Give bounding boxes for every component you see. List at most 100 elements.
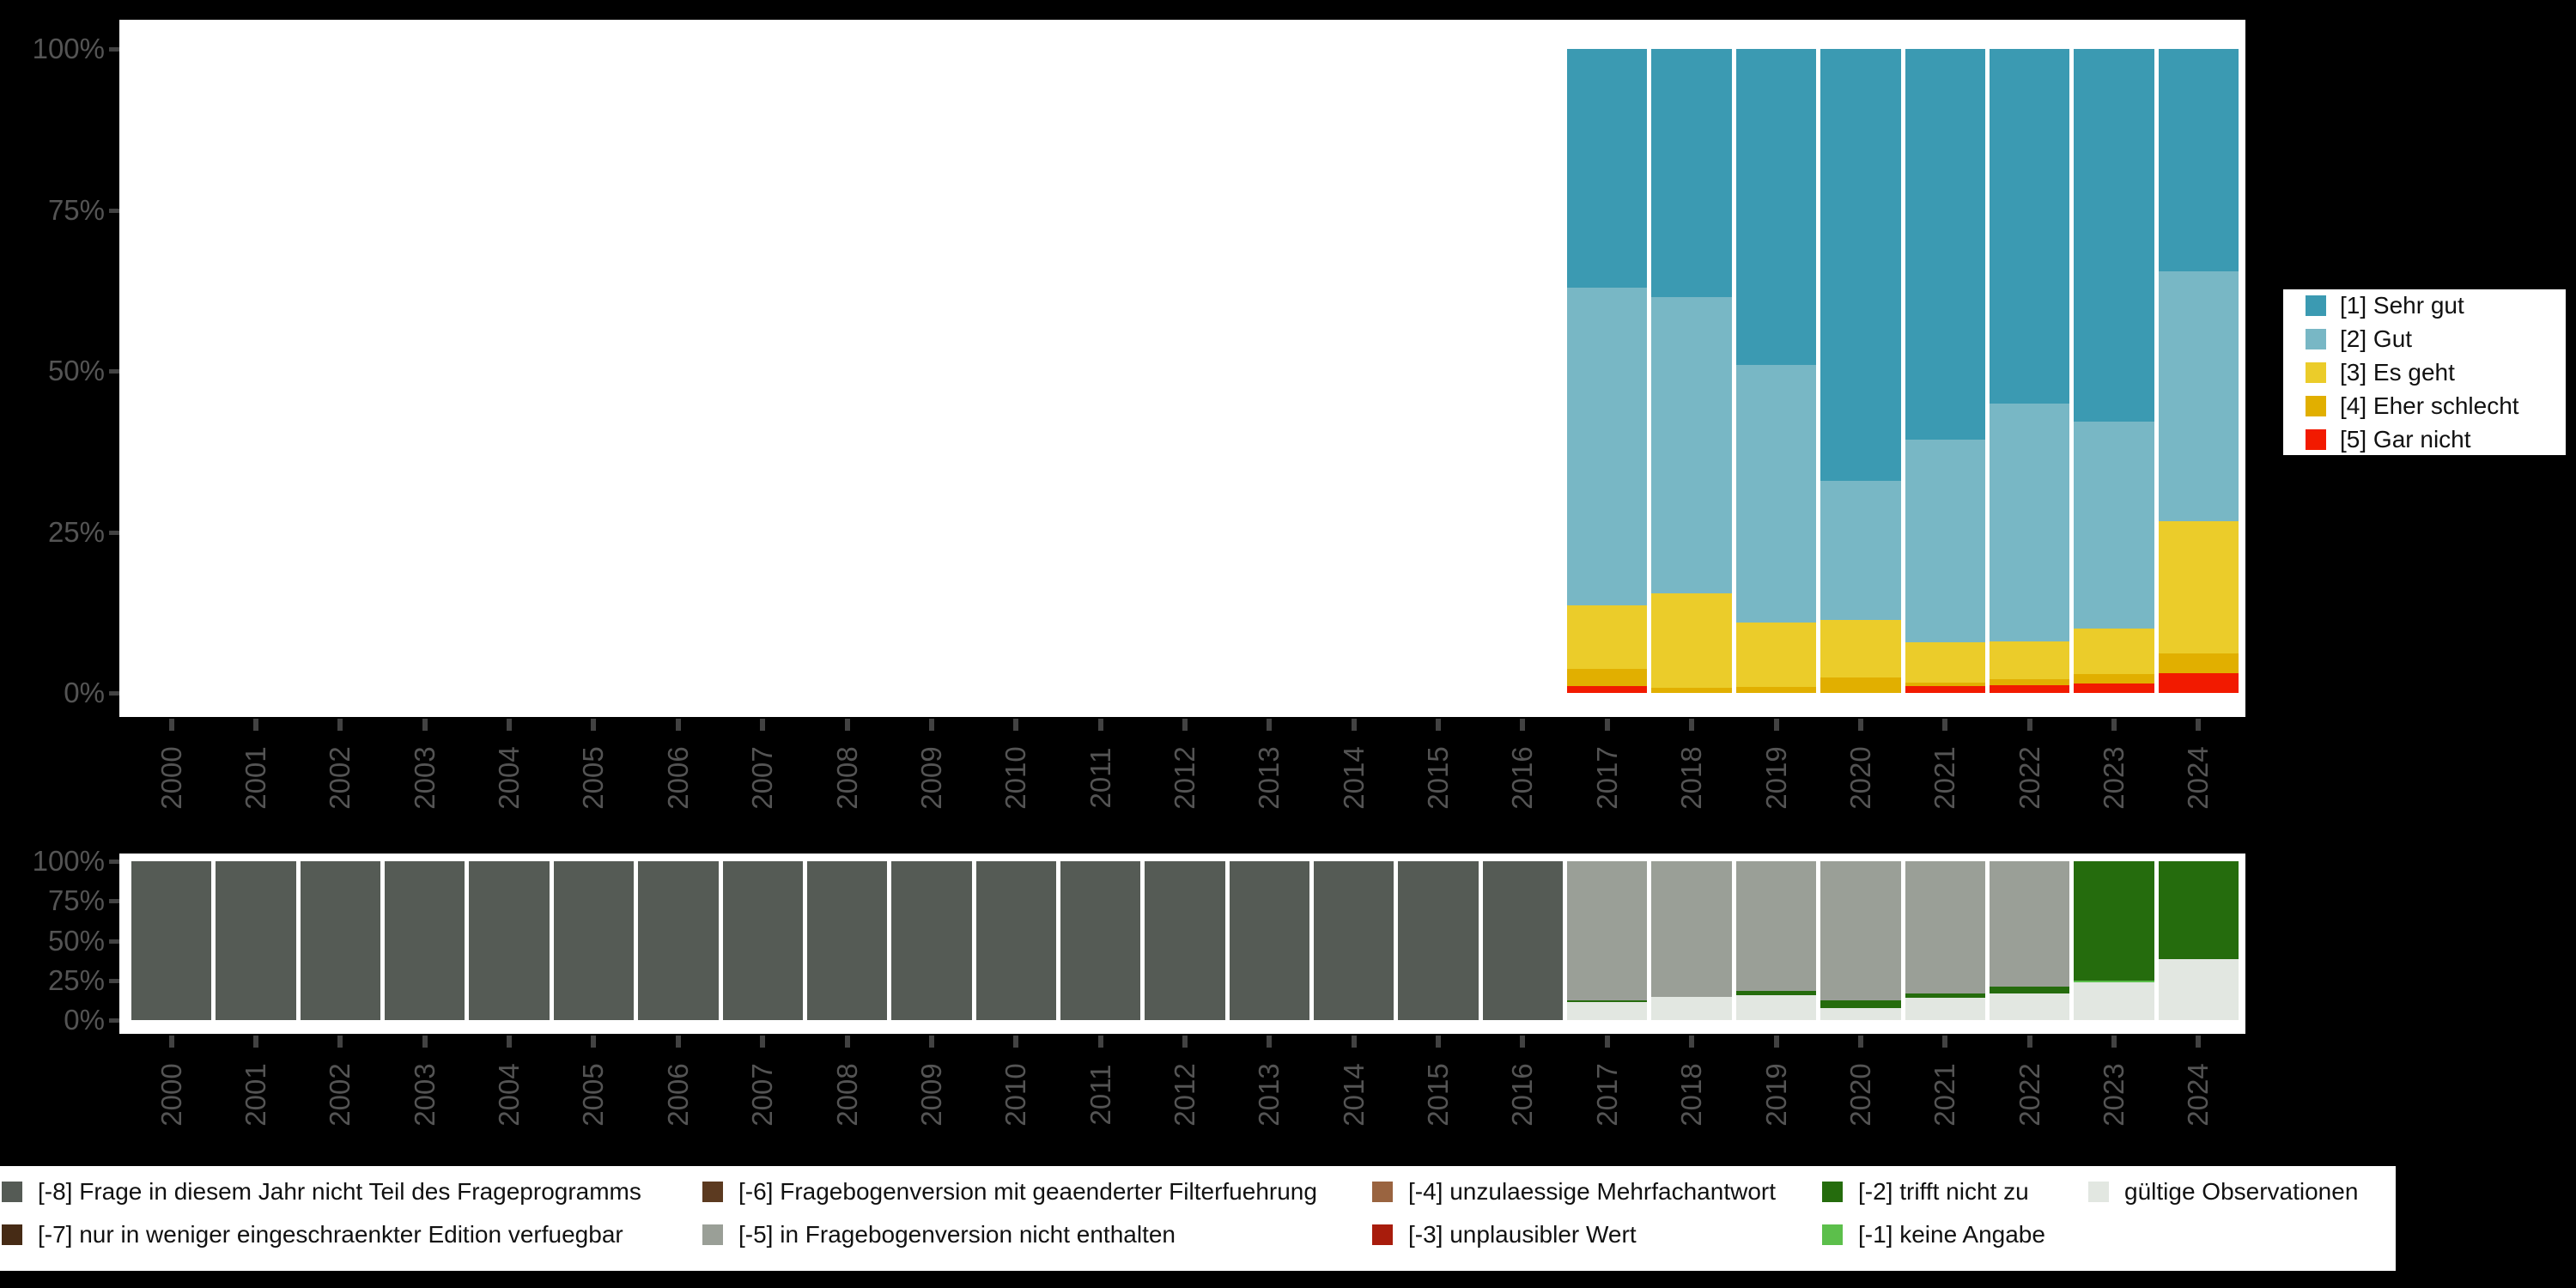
- x-tick-label: 2007: [746, 1063, 779, 1127]
- x-tick-mark: [1097, 719, 1103, 731]
- x-tick-mark: [422, 719, 428, 731]
- satisfaction-y-axis: 100% 75% 50% 25% 0%: [0, 33, 119, 708]
- bar-2011: [1060, 49, 1140, 693]
- x-tick-label: 2001: [240, 746, 272, 810]
- bar-segment-m5: [1905, 861, 1985, 993]
- bar-2010: [975, 861, 1056, 1020]
- x-tick-label: 2001: [240, 1063, 272, 1127]
- bar-2001: [216, 861, 296, 1020]
- satisfaction-legend: [1] Sehr gut [2] Gut [3] Es geht [4] Eher s…: [2283, 289, 2566, 455]
- x-tick-mark: [1942, 719, 1948, 731]
- bar-segment-valid: [2074, 981, 2154, 1020]
- x-tick-2005: 2005: [554, 1036, 634, 1160]
- x-tick-2008: 2008: [807, 719, 887, 843]
- missing-legend-item: [-5] in Fragebogenversion nicht enthalte…: [702, 1221, 1176, 1248]
- x-tick-2021: 2021: [1905, 719, 1985, 843]
- legend-swatch-s4: [2306, 395, 2326, 416]
- bar-2000: [131, 49, 211, 693]
- missing-legend-swatch: [1372, 1182, 1393, 1202]
- bar-2006: [638, 49, 718, 693]
- missing-legend-swatch: [702, 1182, 723, 1202]
- x-tick-2024: 2024: [2159, 1036, 2239, 1160]
- bar-2019: [1735, 861, 1817, 1020]
- bar-segment-m2: [1820, 1000, 1901, 1009]
- x-tick-mark: [1773, 1036, 1779, 1048]
- x-tick-mark: [422, 1036, 428, 1048]
- bar-segment-s4: [1905, 683, 1985, 686]
- x-tick-mark: [1267, 1036, 1273, 1048]
- bar-segment-valid: [1905, 997, 1985, 1020]
- y-tick-mark: [109, 208, 119, 213]
- x-tick-2001: 2001: [216, 1036, 295, 1160]
- bar-2020: [1820, 861, 1901, 1020]
- x-tick-mark: [337, 719, 343, 731]
- x-tick-label: 2010: [999, 746, 1032, 810]
- x-tick-2011: 2011: [1060, 719, 1140, 843]
- bar-segment-s2: [1820, 480, 1901, 620]
- x-tick-mark: [1097, 1036, 1103, 1048]
- bar-2013: [1230, 49, 1309, 693]
- y-tick-label: 25%: [47, 963, 105, 996]
- x-tick-mark: [507, 719, 513, 731]
- x-tick-2010: 2010: [976, 1036, 1056, 1160]
- bar-segment-m8: [1229, 861, 1310, 1020]
- legend-label: [1] Sehr gut: [2340, 291, 2464, 319]
- x-tick-mark: [591, 1036, 597, 1048]
- y-tick-label: 75%: [47, 193, 105, 226]
- x-tick-label: 2004: [493, 746, 526, 810]
- x-tick-label: 2023: [2097, 746, 2129, 810]
- bar-2001: [216, 49, 295, 693]
- bar-segment-m2: [1735, 990, 1817, 996]
- x-tick-mark: [675, 719, 681, 731]
- x-tick-2023: 2023: [2074, 719, 2154, 843]
- bar-segment-valid: [1989, 993, 2070, 1020]
- missing-legend-label: [-1] keine Angabe: [1858, 1221, 2045, 1248]
- x-tick-mark: [168, 719, 174, 731]
- y-tick-label: 100%: [32, 33, 105, 64]
- bar-segment-s5: [1567, 685, 1648, 693]
- bar-2012: [1145, 861, 1225, 1020]
- bar-segment-s3: [1735, 622, 1817, 687]
- bar-segment-s1: [1820, 49, 1901, 481]
- y-tick-label: 75%: [47, 884, 105, 917]
- bar-2007: [723, 49, 803, 693]
- x-tick-label: 2013: [1253, 746, 1285, 810]
- bar-segment-s2: [1651, 296, 1732, 593]
- missings-y-axis: 100% 75% 50% 25% 0%: [0, 845, 119, 1036]
- legend-swatch-s5: [2306, 428, 2326, 450]
- bar-2004: [469, 49, 549, 693]
- bar-segment-s2: [2074, 422, 2154, 629]
- x-tick-mark: [1689, 1036, 1695, 1048]
- bar-segment-s1: [2074, 49, 2154, 422]
- x-tick-label: 2020: [1844, 746, 1876, 810]
- bar-2016: [1483, 49, 1563, 693]
- x-tick-2007: 2007: [723, 1036, 803, 1160]
- bar-2009: [891, 861, 972, 1020]
- x-tick-label: 2018: [1675, 1063, 1708, 1127]
- x-tick-mark: [2111, 719, 2117, 731]
- bar-segment-s5: [2158, 672, 2239, 693]
- x-tick-mark: [337, 1036, 343, 1048]
- x-tick-2019: 2019: [1736, 719, 1816, 843]
- missing-legend-item: [-4] unzulaessige Mehrfachantwort: [1372, 1178, 1776, 1205]
- bar-segment-s5: [1989, 685, 2070, 693]
- x-tick-mark: [928, 719, 934, 731]
- bar-segment-m8: [722, 861, 803, 1020]
- bar-segment-m8: [131, 861, 212, 1020]
- x-tick-label: 2024: [2182, 746, 2215, 810]
- y-tick-mark: [109, 691, 119, 696]
- bar-2024: [2158, 49, 2239, 693]
- x-tick-2003: 2003: [385, 1036, 465, 1160]
- x-tick-mark: [1942, 1036, 1948, 1048]
- bar-segment-m8: [1060, 861, 1141, 1020]
- x-tick-label: 2005: [577, 746, 610, 810]
- x-tick-2009: 2009: [891, 1036, 971, 1160]
- bar-2012: [1145, 49, 1224, 693]
- bar-segment-s4: [2158, 653, 2239, 673]
- bar-2014: [1314, 861, 1394, 1020]
- x-tick-label: 2022: [2013, 746, 2045, 810]
- x-tick-label: 2008: [830, 746, 863, 810]
- missing-legend-item: [-3] unplausibler Wert: [1372, 1221, 1637, 1248]
- bar-2013: [1229, 861, 1310, 1020]
- x-tick-2005: 2005: [554, 719, 634, 843]
